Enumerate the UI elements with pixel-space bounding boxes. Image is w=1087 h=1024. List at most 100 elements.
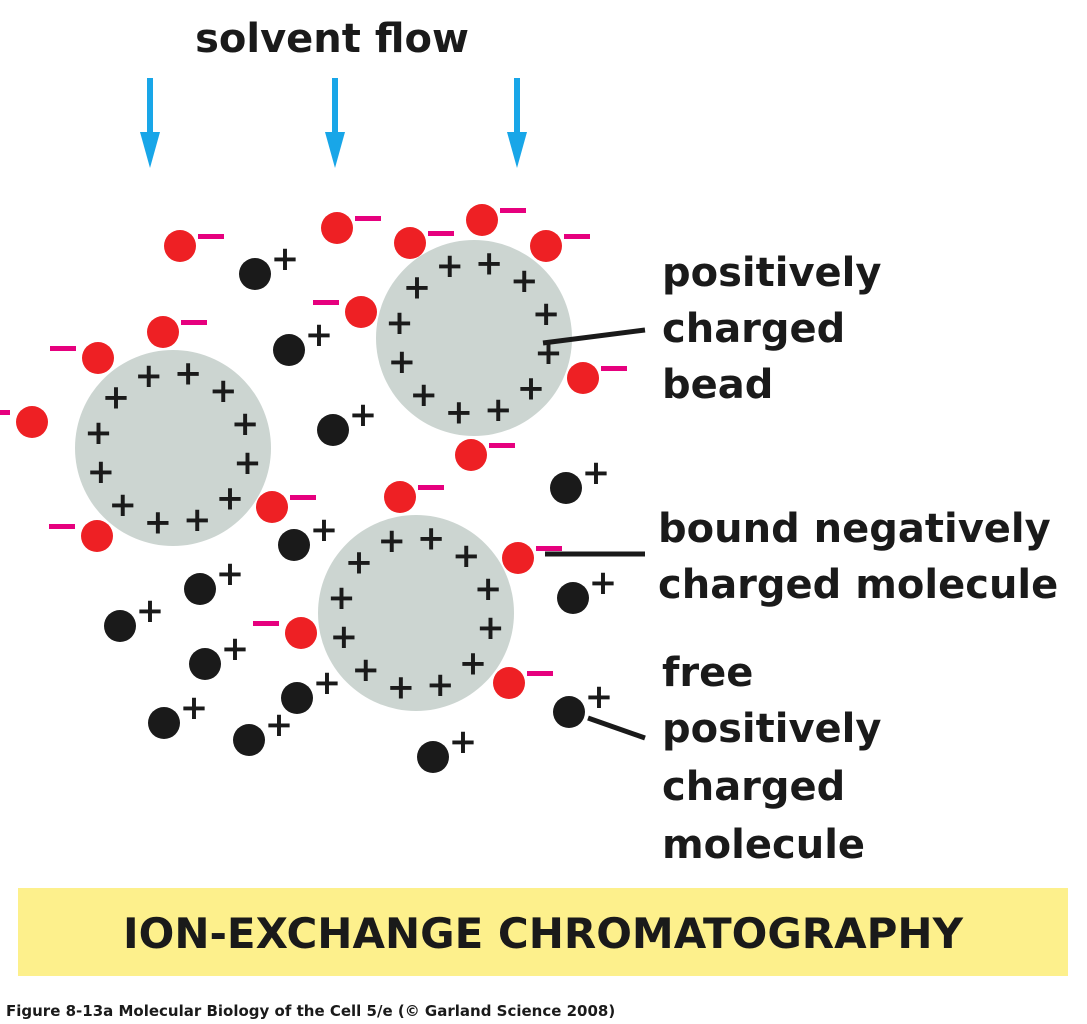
- plus-sign: +: [349, 395, 378, 435]
- bead-plus-sign: +: [510, 261, 539, 301]
- bead-plus-sign: +: [174, 354, 203, 394]
- bead-plus-sign: +: [84, 413, 113, 453]
- svg-text:positively: positively: [662, 706, 881, 752]
- plus-sign: +: [313, 663, 342, 703]
- positively-charged-bead: + +++++++++++: [75, 350, 271, 546]
- free-molecule-label: free positively charged molecule: [662, 650, 881, 868]
- plus-sign: +: [221, 629, 250, 669]
- svg-text:bead: bead: [662, 362, 773, 408]
- bead-plus-sign: +: [474, 569, 503, 609]
- free-positive-molecule: +: [184, 554, 244, 605]
- bead-plus-sign: +: [231, 404, 260, 444]
- bound-negative-molecule: [321, 212, 381, 244]
- positively-charged-bead: + +++++++++++: [318, 515, 514, 711]
- figure-caption: Figure 8-13a Molecular Biology of the Ce…: [6, 1002, 615, 1020]
- bead-leader-line: [542, 327, 646, 346]
- plus-sign: +: [180, 688, 209, 728]
- minus-sign: [489, 443, 515, 448]
- solvent-flow-arrows: [140, 78, 527, 168]
- title: ION-EXCHANGE CHROMATOGRAPHY: [123, 909, 964, 958]
- svg-text:bound negatively: bound negatively: [658, 506, 1051, 552]
- minus-sign: [355, 216, 381, 221]
- bead-plus-sign: +: [388, 342, 417, 382]
- free-molecule-leader-line: [587, 715, 646, 741]
- minus-sign: [500, 208, 526, 213]
- plus-sign: +: [585, 677, 614, 717]
- minus-sign: [0, 410, 10, 415]
- bead-plus-sign: +: [517, 368, 546, 408]
- free-positive-molecule: +: [189, 629, 249, 680]
- minus-sign: [428, 231, 454, 236]
- free-positive-molecule: +: [148, 688, 208, 739]
- minus-sign: [290, 495, 316, 500]
- minus-sign: [181, 320, 207, 325]
- bound-negative-molecule: [455, 439, 515, 471]
- plus-sign: +: [449, 722, 478, 762]
- minus-sign: [527, 671, 553, 676]
- bead-plus-sign: +: [135, 356, 164, 396]
- bead-plus-sign: +: [108, 485, 137, 525]
- bead-plus-sign: +: [385, 303, 414, 343]
- bead-plus-sign: +: [345, 543, 374, 583]
- minus-sign: [198, 234, 224, 239]
- bound-negative-molecule: [49, 520, 113, 552]
- flow-arrow-1: [140, 78, 160, 168]
- svg-text:free: free: [662, 650, 753, 696]
- beads-layer: + ++++++++++++ ++++++++++++ +++++++++++: [75, 240, 572, 711]
- free-positive-molecule: +: [281, 663, 341, 714]
- bound-negative-molecule: [384, 481, 444, 513]
- solvent-flow-label: solvent flow: [195, 16, 469, 62]
- bound-negative-molecule: [502, 542, 562, 574]
- bound-negative-molecule: [256, 491, 316, 523]
- bound-negative-molecule: [466, 204, 526, 236]
- bead-plus-sign: +: [417, 519, 446, 559]
- bead-plus-sign: +: [378, 521, 407, 561]
- bound-negative-molecule: [147, 316, 207, 348]
- bead-plus-sign: +: [144, 503, 173, 543]
- bead-plus-sign: +: [183, 500, 212, 540]
- minus-sign: [418, 485, 444, 490]
- free-positive-molecule: +: [550, 453, 610, 504]
- bead-plus-sign: +: [475, 244, 504, 284]
- plus-sign: +: [136, 591, 165, 631]
- bead-plus-sign: +: [436, 246, 465, 286]
- bead-plus-sign: +: [452, 536, 481, 576]
- free-positive-molecule: +: [278, 510, 338, 561]
- bead-plus-sign: +: [445, 393, 474, 433]
- free-positive-molecule: +: [417, 722, 477, 773]
- bound-negative-molecule: [313, 296, 377, 328]
- bead-plus-sign: +: [387, 668, 416, 708]
- bound-negative-molecule: [493, 667, 553, 699]
- svg-text:charged molecule: charged molecule: [658, 562, 1058, 608]
- minus-sign: [564, 234, 590, 239]
- bead-plus-sign: +: [476, 608, 505, 648]
- negative-molecules-layer: [0, 204, 627, 699]
- bead-plus-sign: +: [351, 650, 380, 690]
- svg-text:charged: charged: [662, 764, 845, 810]
- plus-sign: +: [310, 510, 339, 550]
- plus-sign: +: [589, 563, 618, 603]
- free-positive-molecule: +: [104, 591, 164, 642]
- free-positive-molecule: +: [553, 677, 613, 728]
- bead-plus-sign: +: [409, 375, 438, 415]
- bead-plus-sign: +: [484, 390, 513, 430]
- bead-plus-sign: +: [459, 643, 488, 683]
- bead-plus-sign: +: [327, 578, 356, 618]
- minus-sign: [313, 300, 339, 305]
- positive-molecules-layer: ++++++ +++++ +++: [104, 239, 617, 773]
- bead-plus-sign: +: [233, 443, 262, 483]
- bead-plus-sign: +: [532, 294, 561, 334]
- bound-molecule-label: bound negatively charged molecule: [658, 506, 1058, 608]
- free-positive-molecule: +: [557, 563, 617, 614]
- free-positive-molecule: +: [239, 239, 299, 290]
- minus-sign: [50, 346, 76, 351]
- free-positive-molecule: +: [233, 705, 293, 756]
- bead-plus-sign: +: [330, 617, 359, 657]
- plus-sign: +: [265, 705, 294, 745]
- positively-charged-bead: + +++++++++++: [376, 240, 572, 436]
- bead-plus-sign: +: [87, 452, 116, 492]
- bead-plus-sign: +: [403, 268, 432, 308]
- plus-sign: +: [582, 453, 611, 493]
- bound-negative-molecule: [0, 406, 48, 438]
